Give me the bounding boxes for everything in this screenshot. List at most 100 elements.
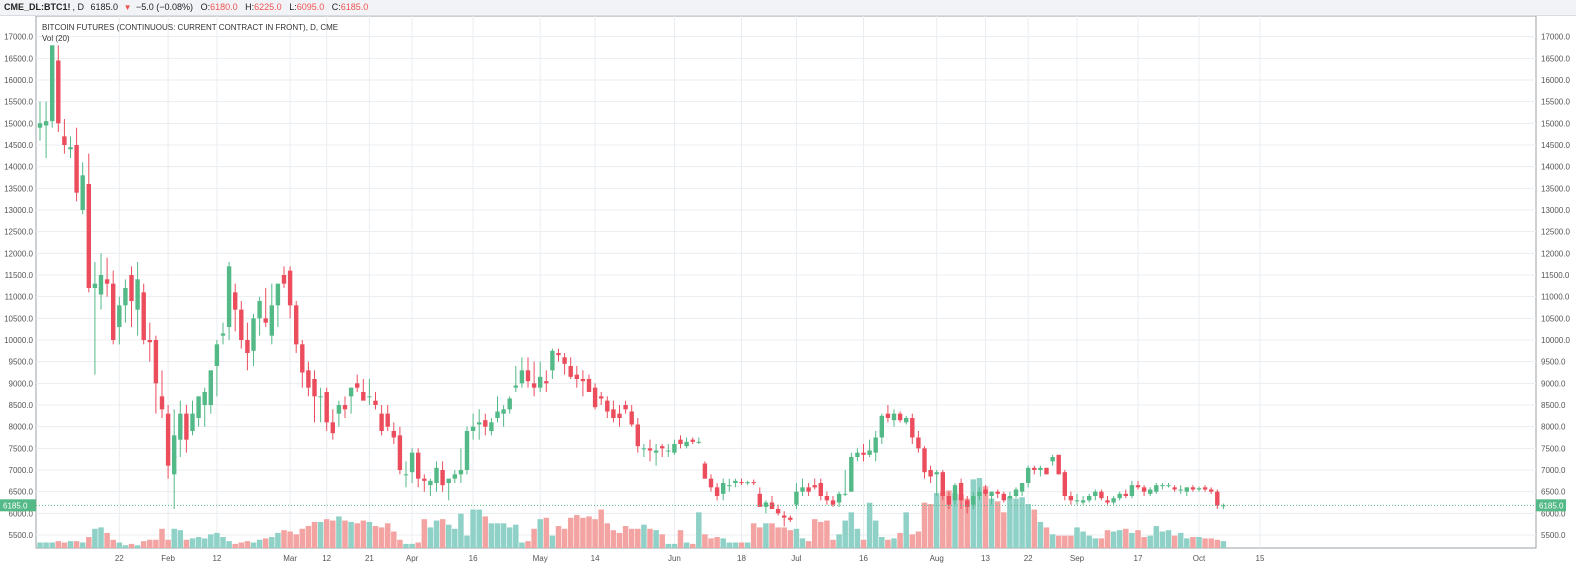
x-tick-label: 14 [591, 554, 600, 563]
y-tick-label-right: 17000.0 [1541, 33, 1570, 42]
triangle-down-icon: ▼ [123, 3, 132, 12]
volume-bar [616, 532, 623, 548]
candle-body [873, 437, 878, 453]
candle-body [977, 491, 982, 496]
candle-body [111, 283, 116, 340]
candle-body [513, 385, 518, 388]
candle-body [239, 309, 244, 340]
volume-bar [159, 528, 165, 548]
candle-body [489, 422, 494, 431]
volume-bar [330, 520, 336, 548]
candle-body [580, 379, 586, 382]
volume-bar [299, 528, 306, 548]
volume-bar [336, 516, 342, 548]
candle-body [50, 45, 55, 122]
volume-bar [244, 541, 251, 548]
y-tick-label-left: 14000.0 [4, 163, 33, 172]
candle-body [1202, 487, 1208, 490]
y-tick-label-left: 7000.0 [9, 466, 34, 475]
candle-body [739, 482, 744, 484]
candle-body [452, 474, 457, 479]
candle-body [440, 470, 445, 486]
candle-body [702, 463, 708, 479]
volume-bar [1001, 512, 1007, 548]
volume-bar [1049, 534, 1056, 548]
candle-body [86, 184, 91, 288]
candle-body [1166, 485, 1171, 487]
candlestick-chart[interactable]: 5500.0 5500.0 6000.0 6000.0 6500.0 6500.0 7000… [0, 16, 1576, 566]
volume-bar [506, 527, 513, 548]
volume-bar [811, 519, 818, 548]
candle-body [1209, 489, 1214, 492]
candle-body [355, 383, 360, 388]
volume-bar [653, 530, 659, 548]
volume-bar [702, 534, 708, 548]
candle-body [104, 279, 110, 284]
x-tick-label: 16 [859, 554, 868, 563]
y-tick-label-left: 13500.0 [4, 184, 33, 193]
volume-bar [537, 519, 543, 548]
candle-body [605, 400, 610, 412]
volume-bar [403, 543, 409, 548]
x-tick-label: 15 [1256, 554, 1265, 563]
y-tick-label-right: 10500.0 [1541, 314, 1570, 323]
volume-bar [628, 528, 635, 548]
volume-bar [720, 538, 726, 548]
candle-body [574, 374, 579, 379]
volume-bar [208, 534, 214, 548]
volume-label: Vol (20) [42, 34, 70, 43]
y-tick-label-left: 6000.0 [9, 509, 34, 518]
volume-bar [201, 538, 208, 548]
candle-body [1050, 457, 1055, 462]
volume-bar [525, 541, 531, 548]
candle-body [1087, 496, 1092, 501]
volume-bar [592, 519, 598, 548]
candle-body [123, 288, 128, 306]
candle-body [1172, 487, 1177, 490]
y-tick-label-left: 10500.0 [4, 314, 33, 323]
last-price-tag-right-bg [1536, 499, 1566, 512]
x-tick-label: Mar [283, 554, 297, 563]
candle-body [1080, 500, 1086, 503]
volume-bar [769, 523, 775, 548]
candle-body [544, 381, 549, 384]
volume-bar [110, 539, 116, 548]
y-tick-label-right: 7000.0 [1541, 466, 1566, 475]
candle-body [641, 448, 647, 450]
plot-frame [35, 16, 1537, 549]
y-tick-label-left: 9000.0 [9, 379, 34, 388]
last-price-tag-right-text: 6185.0 [1539, 501, 1564, 510]
x-tick-label: 16 [469, 554, 478, 563]
candle-body [916, 437, 921, 449]
y-tick-label-right: 11500.0 [1541, 271, 1570, 280]
candle-body [1093, 491, 1098, 496]
x-tick-label: May [533, 554, 548, 563]
candle-body [818, 483, 823, 496]
y-tick-label-right: 7500.0 [1541, 444, 1566, 453]
candle-body [861, 452, 866, 455]
candle-body [568, 366, 573, 377]
volume-bars [37, 478, 1227, 548]
volume-bar [976, 478, 983, 548]
symbol-header: CME_DL:BTC1!, D 6185.0 ▼ −5.0 (−0.08%) O… [0, 0, 1576, 16]
volume-bar [659, 534, 665, 548]
candle-body [147, 340, 152, 343]
volume-bar [171, 528, 177, 548]
volume-bar [348, 521, 354, 548]
candle-body [294, 305, 299, 345]
volume-bar [433, 520, 440, 548]
volume-bar [1104, 530, 1111, 548]
candle-body [245, 340, 250, 353]
volume-bar [921, 502, 928, 548]
volume-bar [946, 490, 952, 548]
y-tick-label-left: 11500.0 [5, 271, 34, 280]
candle-body [672, 444, 677, 453]
volume-bar [1086, 535, 1092, 548]
symbol-name[interactable]: CME_DL:BTC1! [4, 2, 71, 12]
candle-body [184, 413, 189, 440]
candle-body [1007, 496, 1013, 499]
candle-body [708, 478, 714, 488]
x-tick-label: 21 [365, 554, 374, 563]
candle-body [1123, 493, 1128, 496]
y-tick-label-right: 9000.0 [1541, 379, 1566, 388]
